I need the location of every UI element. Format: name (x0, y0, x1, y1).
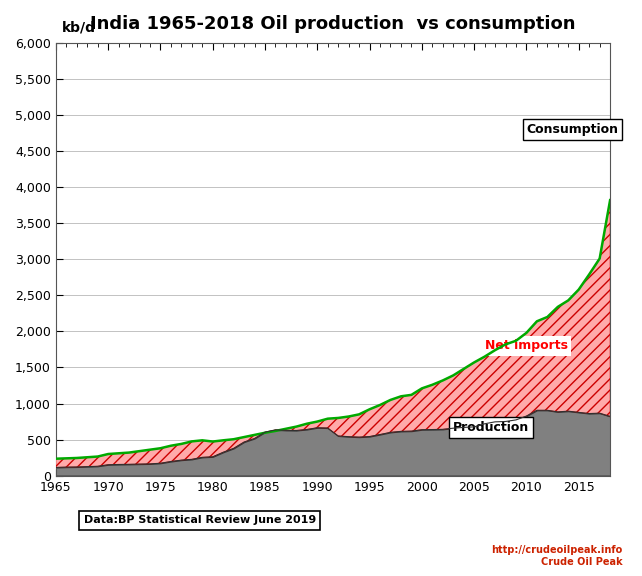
Text: Consumption: Consumption (526, 123, 618, 136)
Text: kb/d: kb/d (62, 20, 96, 34)
Title: India 1965-2018 Oil production  vs consumption: India 1965-2018 Oil production vs consum… (91, 15, 576, 33)
Text: http://crudeoilpeak.info
Crude Oil Peak: http://crudeoilpeak.info Crude Oil Peak (492, 545, 623, 567)
Text: Net imports: Net imports (485, 339, 568, 353)
Text: Data:BP Statistical Review June 2019: Data:BP Statistical Review June 2019 (83, 516, 316, 525)
Text: Production: Production (453, 421, 530, 434)
